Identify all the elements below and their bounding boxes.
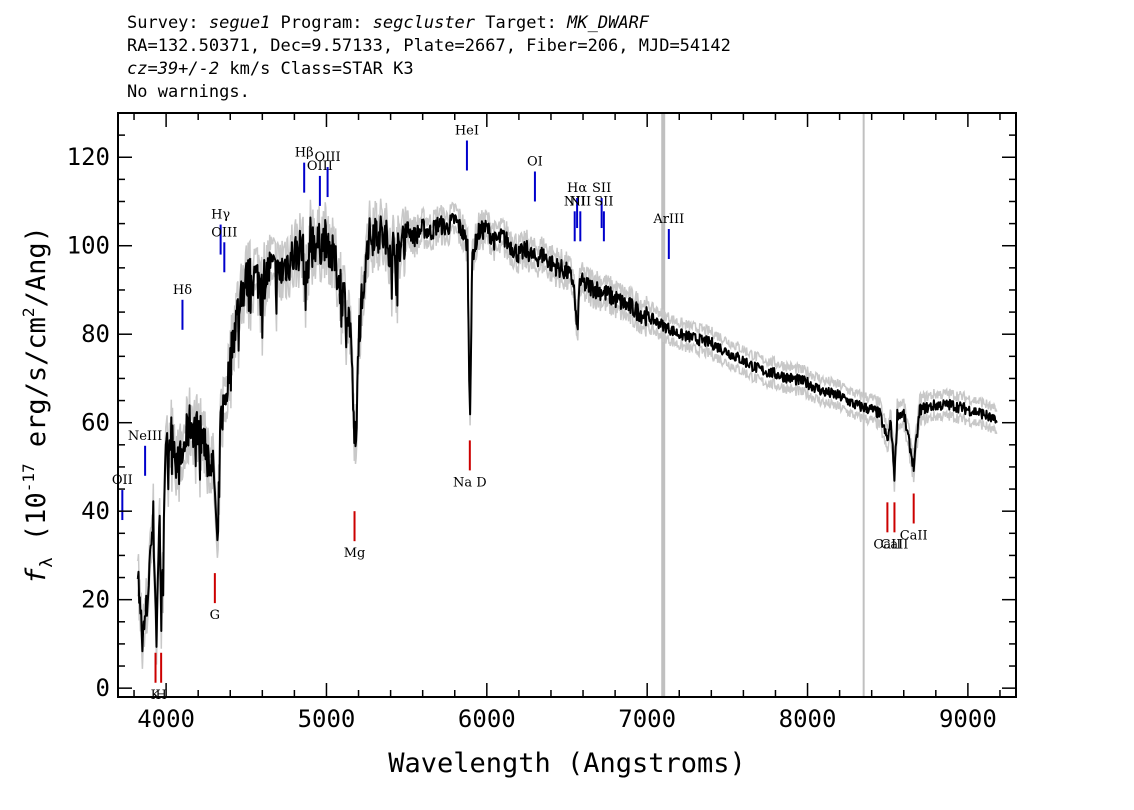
y-axis-title: fλ (10-17 erg/s/cm2/Ang) [19,226,57,584]
emission-line-label: NII [569,194,591,209]
spectral-line-markers: OIINeIIIHδHγOIIIHβOIIIOIIIHeIOINIIHαNIIS… [112,124,928,703]
y-tick-label: 60 [81,409,110,437]
y-tick-label: 0 [96,674,110,702]
header-line-coordinates: RA=132.50371, Dec=9.57133, Plate=2667, F… [127,36,731,56]
y-tick-label: 20 [81,586,110,614]
error-lower-line [136,223,998,669]
header-line-warnings: No warnings. [127,82,250,102]
absorption-line-label: H [155,688,166,703]
emission-line-label: Hβ [295,146,314,161]
y-axis-title-part: -17 [19,463,38,492]
x-tick-label: 6000 [458,705,516,733]
program-label: Program: [270,13,373,33]
spectrum-header: Survey: segue1 Program: segcluster Targe… [127,12,731,104]
flux-series [136,212,998,653]
absorption-line-label: K [151,688,161,703]
emission-line-label: NII [564,194,586,209]
x-tick-label: 5000 [298,705,356,733]
y-axis-title-part: (10 [21,492,52,557]
y-tick-label: 100 [67,232,110,260]
x-tick-label: 7000 [618,705,676,733]
y-axis-title-part: /Ang) [21,226,52,307]
emission-line-label: OI [527,154,543,169]
emission-line-label: ArIII [652,212,684,227]
emission-line-label: SII [594,194,613,209]
emission-line-label: Hα [567,181,587,196]
y-axis-title-part: erg/s/cm [21,317,52,463]
survey-value: segue1 [208,13,271,33]
header-line-survey: Survey: segue1 Program: segcluster Targe… [127,12,731,35]
survey-label: Survey: [127,13,209,33]
x-tick-label: 9000 [939,705,997,733]
y-tick-label: 40 [81,497,110,525]
absorption-line-label: Na D [453,475,487,490]
target-value: MK_DWARF [567,13,650,33]
target-label: Target: [475,13,568,33]
absorption-line-label: CaII [880,537,908,552]
cz-value: cz=39+/-2 [127,59,220,79]
axis-ticks: 4000 5000 6000 7000 8000 9000 0 20 40 60 80 100 120 [67,113,1016,733]
emission-line-label: OIII [307,159,333,174]
emission-line-label: OIII [211,225,237,240]
program-value: segcluster [372,13,476,33]
emission-line-label: Hγ [211,208,230,223]
absorption-line-label: CaII [873,537,901,552]
y-axis-title-part: 2 [19,307,38,317]
absorption-line-label: G [210,608,220,623]
y-tick-label: 120 [67,143,110,171]
y-tick-label: 80 [81,320,110,348]
emission-line-label: OII [112,473,133,488]
header-line-redshift: cz=39+/-2 km/s Class=STAR K3 [127,58,731,81]
y-axis-title-part: f [21,567,52,584]
emission-line-label: SII [592,181,611,196]
emission-line-label: HeI [455,124,479,139]
y-axis-title-part: λ [37,557,57,567]
class-value: km/s Class=STAR K3 [219,59,414,79]
emission-line-label: Hδ [173,283,192,298]
x-axis-title: Wavelength (Angstroms) [388,748,746,779]
emission-line-label: OIII [315,150,341,165]
flux-line [136,212,998,653]
x-tick-label: 8000 [779,705,837,733]
absorption-line-label: CaII [900,528,928,543]
emission-line-label: NeIII [128,429,162,444]
x-tick-label: 4000 [137,705,195,733]
plot-frame [117,112,1017,698]
absorption-line-label: Mg [344,546,366,561]
